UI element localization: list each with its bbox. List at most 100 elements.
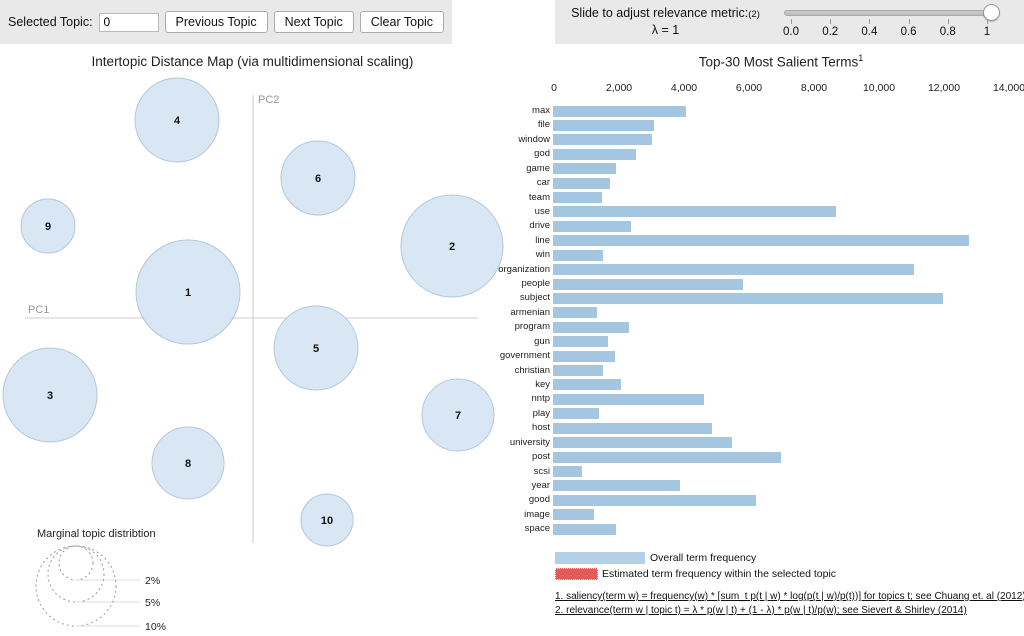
term-bar-gun[interactable] [553, 336, 609, 348]
term-bar-max[interactable] [553, 105, 687, 117]
term-label-space[interactable]: space [524, 523, 550, 535]
term-bar-play[interactable] [553, 408, 599, 420]
term-bar-armenian[interactable] [553, 307, 597, 319]
term-bar-year[interactable] [553, 480, 680, 492]
term-label-scsi[interactable]: scsi [533, 465, 550, 477]
size-legend-label: 5% [145, 597, 160, 609]
size-legend-label: 10% [145, 621, 166, 633]
term-label-organization[interactable]: organization [498, 263, 550, 275]
term-label-year[interactable]: year [531, 479, 550, 491]
term-label-christian[interactable]: christian [514, 364, 550, 376]
term-label-university[interactable]: university [509, 436, 550, 448]
term-bar-post[interactable] [553, 451, 781, 463]
x-axis-tick-label: 2,000 [605, 82, 633, 94]
slider-tick-label: 0.4 [861, 26, 878, 38]
relevance-slider-caption-footnote-ref: (2) [748, 9, 760, 20]
topic-bubble-10[interactable] [300, 493, 354, 547]
lambda-slider-handle[interactable] [983, 4, 1000, 21]
topic-bubble-label-5: 5 [313, 343, 319, 355]
term-bar-program[interactable] [553, 321, 630, 333]
term-bar-space[interactable] [553, 523, 617, 535]
term-label-win[interactable]: win [535, 249, 550, 261]
slider-tickmark [987, 19, 988, 24]
term-bar-line[interactable] [553, 235, 969, 247]
size-legend-title: Marginal topic distribtion [37, 528, 156, 540]
term-label-gun[interactable]: gun [534, 335, 550, 347]
term-bar-car[interactable] [553, 177, 610, 189]
term-bar-subject[interactable] [553, 292, 943, 304]
term-label-max[interactable]: max [532, 105, 550, 116]
term-label-image[interactable]: image [524, 508, 550, 520]
term-bar-image[interactable] [553, 509, 594, 521]
slider-tickmark [869, 19, 871, 24]
lambda-slider-track[interactable] [784, 10, 999, 16]
term-bar-use[interactable] [553, 206, 836, 218]
footnote-relevance: 2. relevance(term w | topic t) = λ * p(w… [555, 605, 967, 616]
term-label-play[interactable]: play [532, 407, 550, 419]
term-bar-god[interactable] [553, 148, 636, 160]
topic-bubble-2[interactable] [400, 194, 504, 298]
topic-bubble-6[interactable] [280, 140, 356, 216]
term-label-car[interactable]: car [536, 177, 550, 189]
term-label-file[interactable]: file [537, 119, 550, 131]
topic-bubble-1[interactable] [135, 239, 241, 345]
next-topic-button[interactable]: Next Topic [273, 11, 354, 33]
term-bar-file[interactable] [553, 119, 654, 131]
term-label-post[interactable]: post [532, 451, 550, 463]
term-label-government[interactable]: government [499, 350, 550, 362]
term-label-nntp[interactable]: nntp [531, 393, 551, 405]
term-bar-game[interactable] [553, 163, 617, 175]
term-bar-host[interactable] [553, 422, 713, 434]
term-bar-drive[interactable] [553, 220, 631, 232]
term-label-god[interactable]: god [534, 148, 550, 160]
term-bar-win[interactable] [553, 249, 604, 261]
size-legend-circle [35, 545, 117, 627]
term-bar-key[interactable] [553, 379, 622, 391]
term-bar-organization[interactable] [553, 264, 914, 276]
term-bar-scsi[interactable] [553, 466, 583, 477]
term-label-team[interactable]: team [528, 191, 550, 203]
topic-bubble-4[interactable] [134, 77, 220, 163]
term-label-window[interactable]: window [518, 133, 550, 145]
topic-bubble-7[interactable] [421, 378, 495, 452]
term-bar-university[interactable] [553, 437, 732, 449]
topic-bubble-3[interactable] [2, 347, 98, 443]
term-label-key[interactable]: key [535, 378, 550, 390]
previous-topic-button[interactable]: Previous Topic [164, 11, 268, 33]
term-label-program[interactable]: program [514, 321, 550, 333]
selected-topic-input[interactable] [98, 12, 159, 32]
term-label-drive[interactable]: drive [529, 220, 550, 232]
term-bar-team[interactable] [553, 192, 602, 204]
term-bar-christian[interactable] [553, 365, 604, 377]
topic-bubble-9[interactable] [20, 198, 76, 254]
term-bar-nntp[interactable] [553, 393, 705, 405]
relevance-slider-caption: Slide to adjust relevance metric:(2) [558, 6, 773, 20]
x-axis-tick-label: 8,000 [800, 82, 828, 94]
term-label-armenian[interactable]: armenian [510, 306, 550, 318]
clear-topic-button[interactable]: Clear Topic [359, 11, 445, 33]
term-label-people[interactable]: people [521, 278, 550, 290]
topic-bubble-8[interactable] [151, 426, 225, 500]
term-label-subject[interactable]: subject [519, 292, 550, 304]
slider-tick-label: 1 [983, 26, 991, 38]
term-label-use[interactable]: use [534, 205, 550, 217]
term-label-host[interactable]: host [532, 422, 550, 434]
slider-tickmark [830, 19, 832, 24]
x-axis-tick-label: 4,000 [670, 82, 698, 94]
x-axis-tick-label: 0 [551, 82, 557, 94]
topic-control-panel: Selected Topic: Previous Topic Next Topi… [0, 0, 452, 44]
term-bar-people[interactable] [553, 278, 744, 290]
topic-bubble-label-8: 8 [185, 458, 191, 470]
term-bar-window[interactable] [553, 134, 653, 146]
term-label-good[interactable]: good [528, 494, 550, 506]
term-bar-good[interactable] [553, 494, 757, 506]
term-label-line[interactable]: line [535, 234, 550, 246]
relevance-slider-caption-text: Slide to adjust relevance metric: [571, 6, 749, 20]
term-label-game[interactable]: game [526, 162, 550, 174]
topic-bubble-label-7: 7 [455, 410, 461, 422]
topic-bubble-5[interactable] [273, 305, 359, 391]
slider-tick-label: 0.0 [783, 26, 799, 38]
selected-topic-frequency-swatch [555, 568, 598, 580]
term-bar-government[interactable] [553, 350, 615, 362]
